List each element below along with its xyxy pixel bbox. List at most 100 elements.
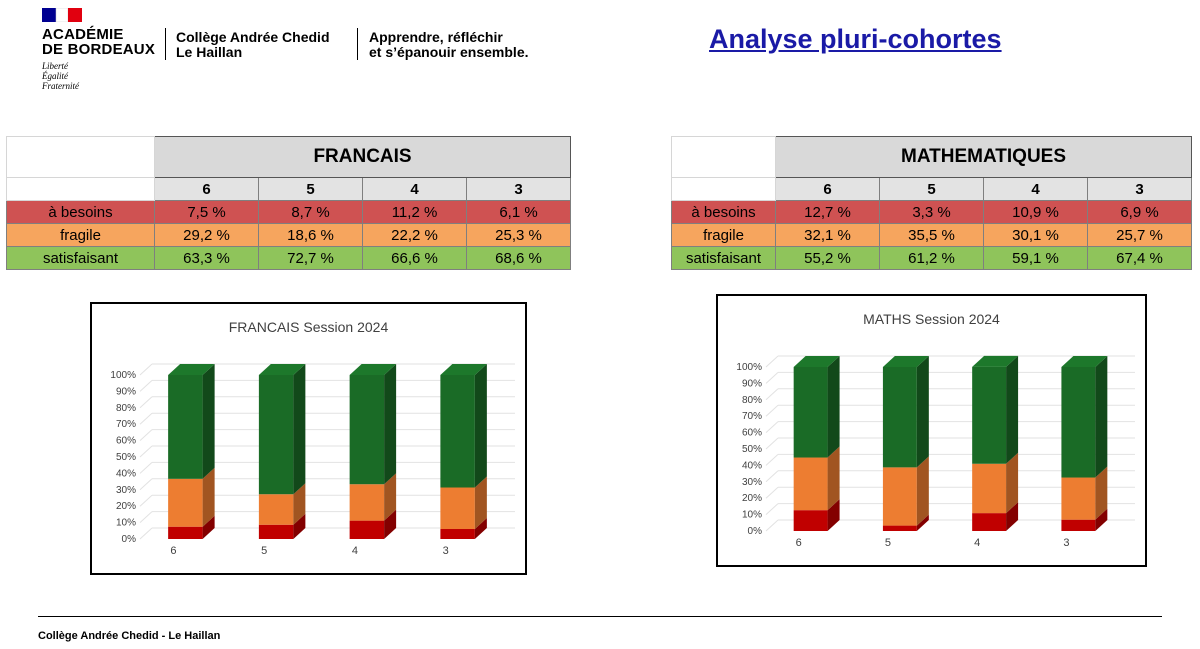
table-subject: FRANCAIS <box>153 136 572 178</box>
table-row: satisfaisant 63,3 % 72,7 % 66,6 % 68,6 % <box>6 246 572 270</box>
table-corner <box>6 177 155 201</box>
gridline <box>765 486 779 499</box>
gridline <box>139 363 153 376</box>
maths-bar-segment-6-2 <box>793 356 840 458</box>
francais-chart: FRANCAIS Session 2024 0% 10% 20% 30% 40% 50% 60… <box>90 302 527 575</box>
francais-bar-segment-5-0 <box>258 513 306 539</box>
maths-bar-segment-6-0 <box>793 499 840 531</box>
flag-white-band <box>55 8 69 22</box>
x-tick-label: 6 <box>170 545 176 557</box>
maths-results-table: MATHEMATIQUES 6 5 4 3 à besoins 12,7 % 3… <box>671 136 1193 270</box>
gridline <box>765 470 779 483</box>
francais-bar-segment-3-1 <box>440 476 487 529</box>
republic-motto: Liberté Égalité Fraternité <box>42 61 79 91</box>
table-cell: 10,9 % <box>983 200 1088 224</box>
table-cell: 59,1 % <box>983 246 1088 270</box>
level-header: 3 <box>1086 177 1193 201</box>
maths-bar-segment-6-1 <box>793 446 840 511</box>
table-cell: 30,1 % <box>983 223 1088 247</box>
gridline <box>139 380 153 392</box>
college-line1: Collège Andrée Chedid <box>176 29 330 45</box>
maths-bar-segment-4-1 <box>972 452 1019 514</box>
maths-bar-segment-5-2 <box>882 356 929 468</box>
table-cell: 72,7 % <box>258 246 363 270</box>
table-cell: 67,4 % <box>1086 246 1193 270</box>
republique-flag-icon <box>42 8 82 22</box>
table-row: fragile 29,2 % 18,6 % 22,2 % 25,3 % <box>6 223 572 247</box>
gridline <box>765 454 779 466</box>
table-cell: 6,1 % <box>465 200 572 224</box>
maths-bar-segment-4-0 <box>972 502 1019 531</box>
table-cell: 6,9 % <box>1086 200 1193 224</box>
table-row: à besoins 7,5 % 8,7 % 11,2 % 6,1 % <box>6 200 572 224</box>
row-label: à besoins <box>671 200 776 224</box>
x-tick-label: 5 <box>885 537 891 549</box>
francais-bar-segment-6-0 <box>168 515 215 539</box>
y-tick-label: 100% <box>736 362 762 373</box>
table-cell: 3,3 % <box>879 200 984 224</box>
table-cell: 25,3 % <box>465 223 572 247</box>
x-tick-label: 4 <box>974 537 980 549</box>
gridline <box>765 404 779 417</box>
row-label: à besoins <box>6 200 155 224</box>
maths-chart: MATHS Session 2024 0% 10% 20% 30% 40% 50% 60% 70… <box>716 294 1147 567</box>
y-tick-label: 20% <box>742 493 762 504</box>
gridline <box>139 527 153 540</box>
y-tick-label: 90% <box>742 378 762 389</box>
y-tick-label: 30% <box>116 485 136 496</box>
y-tick-label: 80% <box>116 403 136 414</box>
table-cell: 63,3 % <box>154 246 259 270</box>
x-tick-label: 3 <box>1063 537 1069 549</box>
level-header: 4 <box>362 177 467 201</box>
francais-results-table: FRANCAIS 6 5 4 3 à besoins 7,5 % 8,7 % 1… <box>6 136 572 270</box>
table-cell: 7,5 % <box>154 200 259 224</box>
table-subject: MATHEMATIQUES <box>774 136 1193 178</box>
table-cell: 32,1 % <box>775 223 880 247</box>
table-cell: 11,2 % <box>362 200 467 224</box>
y-tick-label: 0% <box>122 534 137 545</box>
gridline <box>139 412 153 425</box>
y-tick-label: 70% <box>116 419 136 430</box>
row-label: fragile <box>671 223 776 247</box>
y-tick-label: 10% <box>116 518 136 529</box>
level-header: 4 <box>983 177 1088 201</box>
y-tick-label: 50% <box>116 452 136 463</box>
y-tick-label: 0% <box>748 526 763 537</box>
gridline <box>765 372 779 384</box>
table-corner <box>671 136 776 178</box>
row-label: fragile <box>6 223 155 247</box>
francais-bar-segment-6-2 <box>168 364 215 479</box>
academie-line2: DE BORDEAUX <box>42 41 156 58</box>
gridline <box>765 503 779 515</box>
y-tick-label: 40% <box>742 460 762 471</box>
level-header: 6 <box>154 177 259 201</box>
y-tick-label: 30% <box>742 477 762 488</box>
table-cell: 68,6 % <box>465 246 572 270</box>
maths-bar-segment-3-0 <box>1061 508 1108 531</box>
academie-line1: ACADÉMIE <box>42 26 124 43</box>
gridline <box>139 396 153 409</box>
x-tick-label: 4 <box>352 545 358 557</box>
table-cell: 55,2 % <box>775 246 880 270</box>
gridline <box>139 478 153 491</box>
table-cell: 25,7 % <box>1086 223 1193 247</box>
gridline <box>765 388 779 401</box>
footer-divider <box>38 616 1162 617</box>
x-tick-label: 6 <box>796 537 802 549</box>
maths-chart-svg: MATHS Session 2024 0% 10% 20% 30% 40% 50% 60% 70… <box>736 311 1135 549</box>
flag-red-band <box>68 8 82 22</box>
y-tick-label: 20% <box>116 501 136 512</box>
gridline <box>139 511 153 523</box>
y-tick-label: 60% <box>742 428 762 439</box>
gridline <box>139 462 153 474</box>
footer-text: Collège Andrée Chedid - Le Haillan <box>38 630 221 642</box>
chart-title: MATHS Session 2024 <box>863 311 1000 327</box>
francais-bar-segment-3-2 <box>440 364 487 488</box>
motto-liberte: Liberté <box>42 61 68 71</box>
francais-bar-segment-6-1 <box>168 467 215 527</box>
maths-bar-segment-3-2 <box>1061 356 1108 478</box>
level-header: 5 <box>879 177 984 201</box>
francais-bar-segment-4-2 <box>349 364 397 485</box>
y-tick-label: 40% <box>116 468 136 479</box>
y-tick-label: 10% <box>742 510 762 521</box>
